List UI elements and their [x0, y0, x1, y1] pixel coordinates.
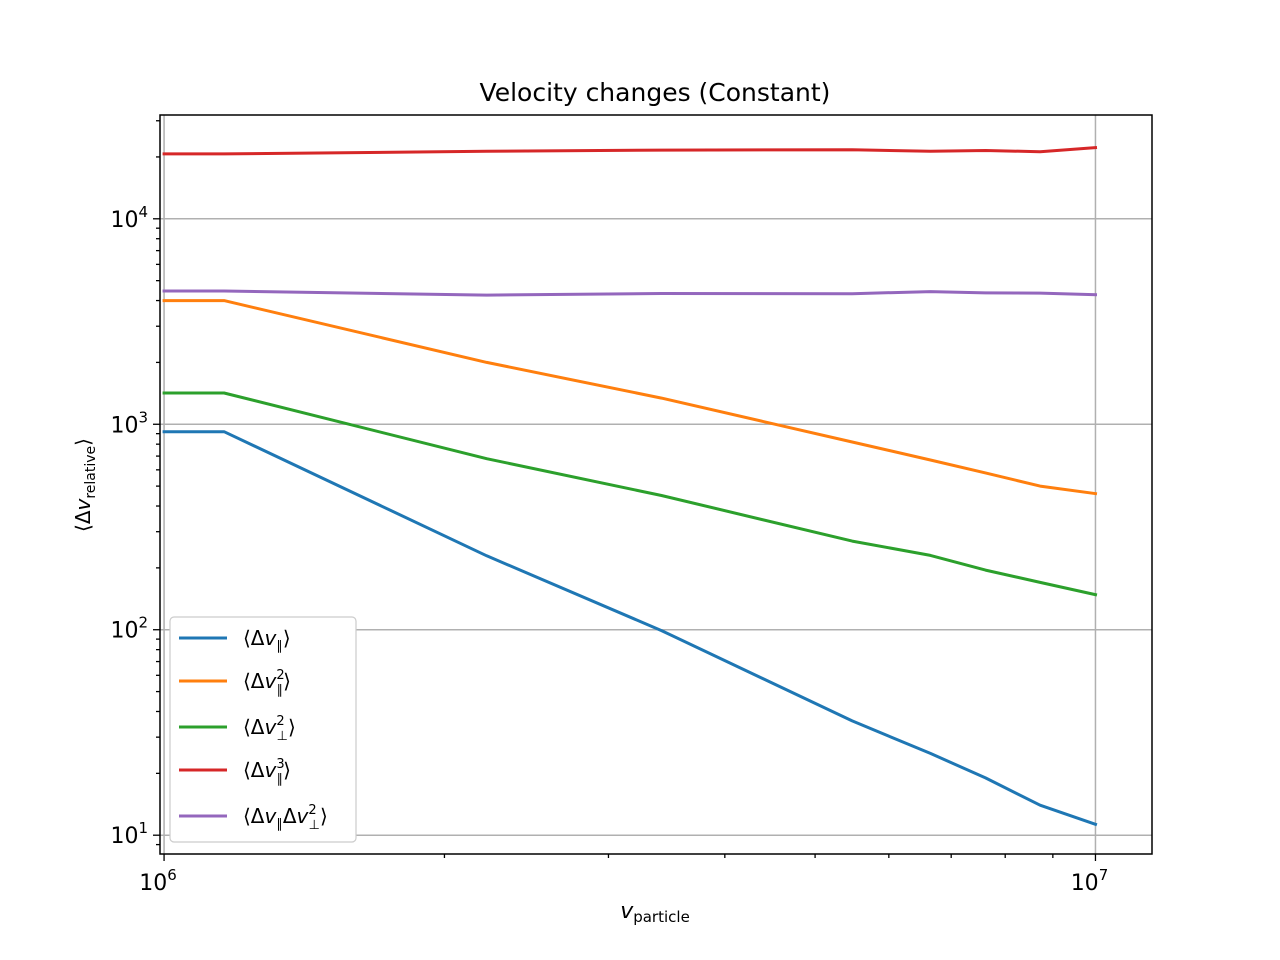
- series-line: [162, 391, 1098, 597]
- y-axis-label: ⟨Δvrelative⟩: [71, 438, 99, 532]
- legend: ⟨Δv∥⟩ ⟨Δv2 ∥⟩ ⟨Δv2 ⊥⟩ ⟨Δv3 ∥⟩ ⟨Δv∥Δv2 ⊥⟩: [169, 616, 357, 843]
- x-axis-label: vparticle: [620, 899, 690, 926]
- chart-title: Velocity changes (Constant): [480, 78, 831, 107]
- series-line: [162, 289, 1098, 297]
- y-axis: 101 102 103 104: [110, 120, 160, 849]
- series-line: [162, 145, 1098, 156]
- legend-label: ⟨Δv∥Δv2 ⊥⟩: [243, 803, 328, 833]
- y-tick-label: 101: [110, 819, 148, 849]
- legend-box: [169, 616, 357, 843]
- x-tick-label: 106: [139, 866, 177, 896]
- x-tick-label: 107: [1071, 866, 1109, 896]
- axes-frame: [159, 114, 1153, 855]
- y-tick-label: 102: [110, 614, 148, 644]
- series-line: [162, 430, 1098, 827]
- plot-area: [162, 145, 1098, 827]
- legend-item: ⟨Δv∥⟩: [179, 626, 291, 654]
- legend-label: ⟨Δv∥⟩: [243, 626, 291, 654]
- x-axis: 106 107: [139, 854, 1108, 896]
- y-tick-label: 104: [110, 203, 148, 233]
- legend-item: ⟨Δv∥Δv2 ⊥⟩: [179, 803, 328, 833]
- series-line: [162, 299, 1098, 496]
- y-tick-label: 103: [110, 408, 148, 438]
